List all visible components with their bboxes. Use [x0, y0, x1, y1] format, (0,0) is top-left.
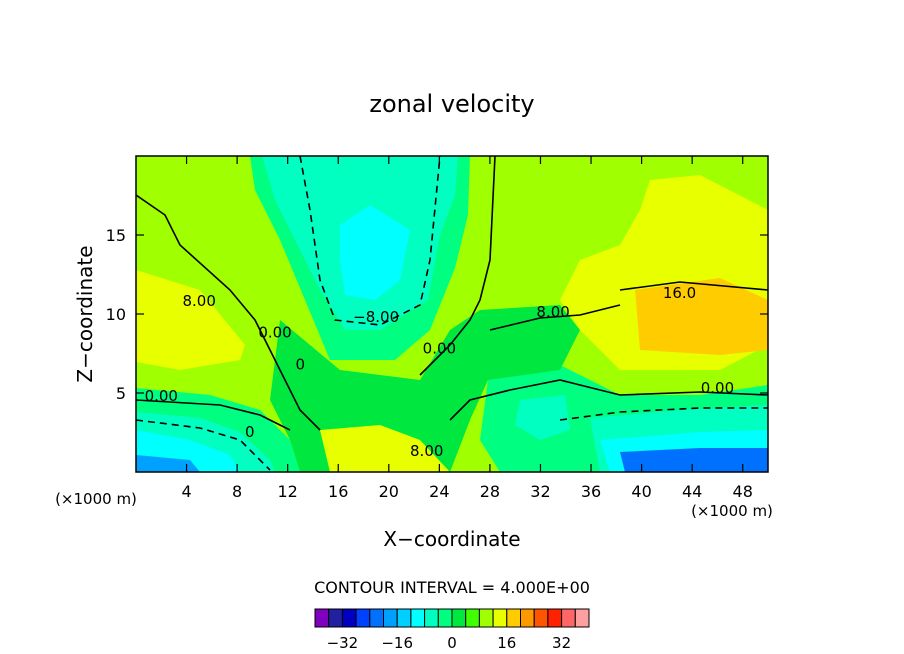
colorbar-swatch — [410, 608, 426, 628]
colorbar-swatch — [424, 608, 439, 628]
y-axis-ticks: 5 10 15 — [106, 226, 768, 403]
colorbar-swatch — [465, 608, 480, 628]
contour-label: 0.00 — [701, 379, 734, 397]
x-tick-label: 24 — [429, 482, 449, 501]
colorbar-tick-label: −32 — [327, 634, 359, 652]
y-tick-label: 10 — [106, 305, 126, 324]
colorbar-swatch — [328, 608, 343, 628]
colorbar-swatch — [574, 608, 590, 628]
colorbar-swatch — [533, 608, 549, 628]
x-tick-label: 20 — [379, 482, 399, 501]
x-axis-label: X−coordinate — [383, 527, 520, 551]
colorbar-swatch — [369, 608, 384, 628]
y-tick-label: 15 — [106, 226, 126, 245]
x-unit-label: (×1000 m) — [691, 502, 773, 520]
velocity-field — [136, 156, 768, 472]
contour-label: 0 — [296, 355, 306, 373]
contour-label: 8.00 — [182, 292, 215, 310]
contour-label: 0 — [245, 423, 255, 441]
colorbar-swatch — [396, 608, 412, 628]
colorbar-tick-label: 0 — [447, 634, 457, 652]
contour-label: 8.00 — [536, 303, 569, 321]
colorbar-swatch — [547, 608, 563, 628]
colorbar-swatch — [506, 608, 521, 628]
x-tick-label: 4 — [181, 482, 191, 501]
contour-label: 8.00 — [410, 442, 443, 460]
contour-label: 0.00 — [258, 324, 291, 342]
colorbar-swatch — [383, 608, 398, 628]
x-tick-label: 44 — [682, 482, 702, 501]
x-tick-label: 16 — [328, 482, 348, 501]
contour-label: 16.0 — [663, 284, 696, 302]
colorbar-tick-labels: −32 −16 0 16 32 — [327, 634, 572, 652]
colorbar-tick-label: −16 — [381, 634, 413, 652]
y-tick-label: 5 — [116, 384, 126, 403]
colorbar-swatch — [341, 608, 357, 628]
colorbar-swatch — [561, 608, 576, 628]
colorbar-swatch — [451, 608, 467, 628]
contour-label: 0.00 — [423, 340, 456, 358]
colorbar-swatch — [520, 608, 535, 628]
chart-title: zonal velocity — [369, 90, 534, 118]
x-tick-label: 12 — [278, 482, 298, 501]
x-tick-label: 28 — [480, 482, 500, 501]
contour-label: 0.00 — [145, 387, 178, 405]
contour-labels: 8.00 0.00 0 0.00 −8.00 0.00 8.00 16.0 0.00 8.00 0 — [145, 284, 735, 460]
colorbar-tick-label: 16 — [497, 634, 516, 652]
colorbar-swatch — [314, 608, 330, 628]
colorbar-tick-label: 32 — [552, 634, 571, 652]
colorbar-swatch — [492, 608, 508, 628]
colorbar-swatch — [478, 608, 494, 628]
x-tick-label: 40 — [631, 482, 651, 501]
colorbar — [314, 608, 590, 628]
x-tick-label: 36 — [581, 482, 601, 501]
x-tick-label: 48 — [733, 482, 753, 501]
x-tick-label: 32 — [530, 482, 550, 501]
colorbar-swatch — [355, 608, 371, 628]
contour-interval-label: CONTOUR INTERVAL = 4.000E+00 — [314, 578, 590, 597]
colorbar-swatch — [437, 608, 453, 628]
y-unit-label: (×1000 m) — [55, 490, 137, 508]
contour-label: −8.00 — [353, 308, 399, 326]
y-axis-label: Z−coordinate — [73, 245, 97, 382]
x-tick-label: 8 — [232, 482, 242, 501]
x-axis-ticks: 4 8 12 16 20 24 28 32 36 40 44 48 — [181, 156, 753, 501]
